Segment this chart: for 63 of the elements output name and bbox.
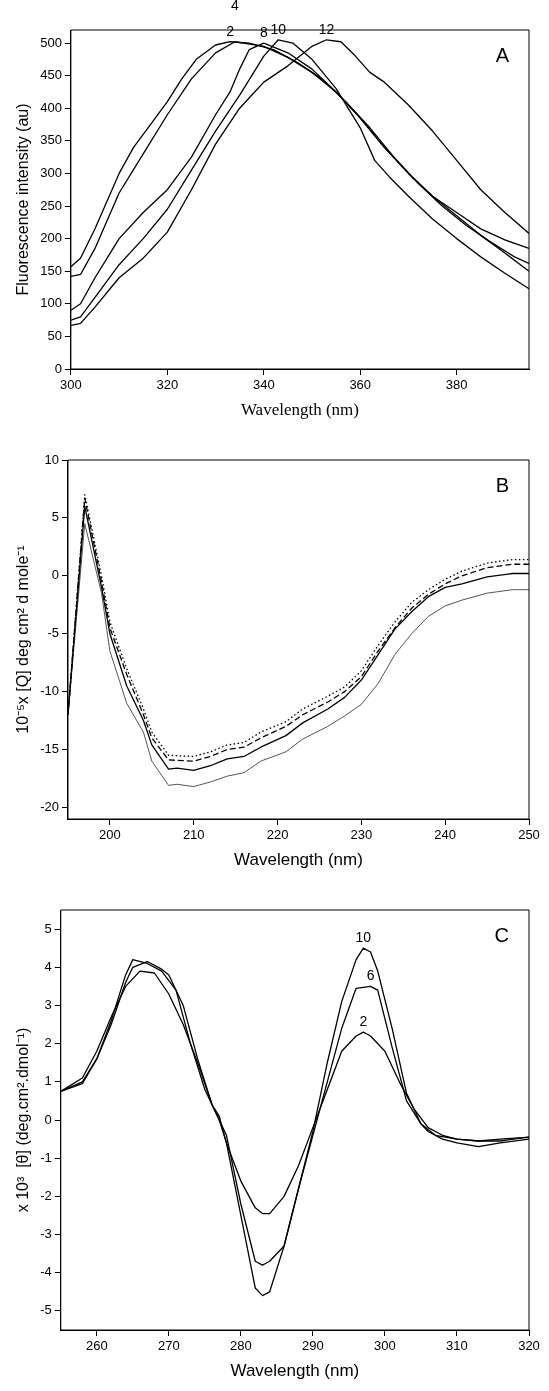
y-tick-label: -5: [40, 1302, 52, 1318]
x-tick-label: 220: [266, 827, 289, 843]
y-axis-title: x 10³ [θ] (deg.cm².dmol⁻¹): [14, 1027, 32, 1213]
series-label: 12: [318, 20, 335, 37]
y-tick-label: 100: [40, 295, 62, 311]
y-tick-label: 10: [44, 451, 59, 467]
y-tick-label: 0: [54, 360, 62, 376]
annotation: C: [494, 923, 509, 946]
x-axis-title: Wavelength (nm): [240, 400, 359, 420]
y-tick-label: 50: [47, 327, 62, 343]
series-label: 10: [270, 20, 287, 37]
y-tick-label: 3: [44, 997, 52, 1013]
y-tick-label: 250: [40, 197, 62, 213]
x-tick-label: 310: [446, 1338, 468, 1354]
x-tick-label: 230: [350, 827, 373, 843]
x-tick-label: 300: [374, 1338, 396, 1354]
x-tick-label: 290: [302, 1338, 324, 1354]
x-tick-label: 380: [445, 377, 468, 393]
y-tick-label: 500: [40, 34, 62, 50]
x-tick-label: 260: [85, 1338, 108, 1354]
y-tick-label: -10: [40, 683, 59, 699]
annotation: A: [495, 43, 510, 66]
y-tick-label: 300: [40, 165, 62, 180]
y-tick-label: 0: [44, 1111, 52, 1127]
x-tick-label: 360: [349, 377, 372, 393]
series-label: 10: [355, 929, 372, 946]
y-tick-label: -3: [40, 1226, 52, 1242]
y-axis-title: Fluorescence intensity (au): [14, 103, 32, 296]
x-tick-label: 210: [182, 827, 205, 843]
y-tick-label: 450: [40, 67, 62, 83]
y-tick-label: 200: [40, 230, 62, 246]
y-tick-label: 350: [40, 132, 62, 148]
x-tick-label: 320: [518, 1338, 540, 1354]
annotation: B: [495, 473, 509, 496]
x-tick-label: 320: [156, 377, 179, 393]
y-tick-label: 150: [40, 262, 62, 278]
y-axis-title: 10⁻⁵x [Q] deg cm² d mole⁻¹: [14, 545, 32, 734]
x-tick-label: 270: [157, 1338, 180, 1354]
y-tick-label: -15: [40, 741, 59, 757]
series-label: 6: [366, 967, 375, 984]
x-tick-label: 340: [252, 377, 275, 393]
y-tick-label: -5: [47, 625, 59, 641]
y-tick-label: 5: [44, 920, 52, 936]
y-tick-label: 1: [44, 1073, 52, 1089]
x-tick-label: 280: [230, 1338, 252, 1354]
y-tick-label: 5: [51, 509, 59, 525]
y-tick-label: 2: [44, 1035, 52, 1051]
y-tick-label: -2: [40, 1187, 52, 1203]
y-tick-label: -1: [40, 1149, 52, 1165]
y-tick-label: -20: [40, 799, 59, 814]
x-axis-title: Wavelength (nm): [230, 1361, 360, 1381]
y-tick-label: 0: [51, 567, 59, 583]
text: 4: [230, 0, 239, 13]
y-tick-label: 4: [44, 958, 52, 974]
series-label: 8: [259, 23, 268, 40]
y-tick-label: -4: [40, 1264, 52, 1280]
x-tick-label: 240: [434, 827, 457, 843]
series-label: 2: [359, 1013, 368, 1030]
x-tick-label: 200: [99, 827, 121, 843]
x-tick-label: 250: [518, 827, 540, 843]
series-label: 2: [226, 22, 235, 39]
x-axis-title: Wavelength (nm): [234, 850, 363, 870]
y-tick-label: 400: [40, 99, 62, 115]
